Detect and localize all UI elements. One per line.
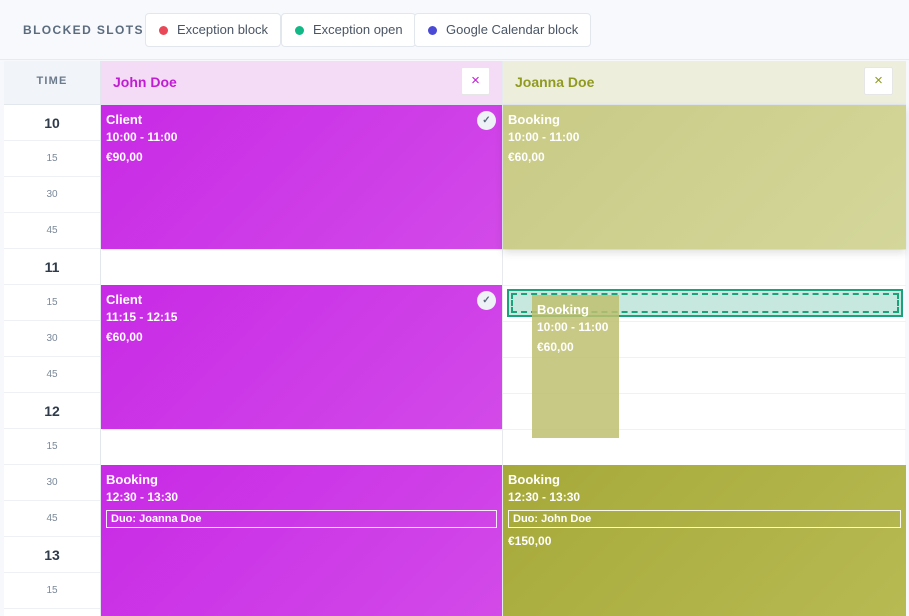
time-slot-label: 15 [4, 429, 100, 465]
time-slot-label: 13 [4, 537, 100, 573]
column-title: Joanna Doe [515, 74, 595, 90]
time-column-header: TIME [4, 61, 100, 105]
time-slot-label: 11 [4, 249, 100, 285]
google-calendar-block-dot-icon [428, 26, 437, 35]
event-price: €60,00 [106, 330, 143, 344]
time-slot-label: 30 [4, 177, 100, 213]
legend-label: Google Calendar block [446, 22, 579, 37]
event-title: Booking [508, 472, 560, 487]
time-slot-label: 12 [4, 393, 100, 429]
event-time-range: 10:00 - 11:00 [106, 130, 178, 144]
grid-line [101, 285, 906, 286]
event-card[interactable]: Booking 12:30 - 13:30 Duo: Joanna Doe [101, 465, 502, 616]
event-title: Booking [508, 112, 560, 127]
time-slot-label: 15 [4, 141, 100, 177]
time-slot-label: 45 [4, 357, 100, 393]
event-time-range: 12:30 - 13:30 [508, 490, 581, 504]
legend-title: BLOCKED SLOTS [23, 23, 144, 37]
event-card[interactable]: Client 11:15 - 12:15 €60,00 ✓ [101, 285, 502, 429]
event-title: Booking [537, 302, 589, 317]
event-price: €90,00 [106, 150, 143, 164]
time-slot-label: 45 [4, 501, 100, 537]
event-price: €60,00 [537, 340, 574, 354]
time-slot-label: 45 [4, 213, 100, 249]
event-duo-tag: Duo: John Doe [508, 510, 901, 528]
column-divider [502, 61, 503, 616]
time-column: TIME 10 15 30 45 11 15 30 45 12 15 30 45… [4, 61, 100, 616]
event-title: Booking [106, 472, 158, 487]
event-title: Client [106, 292, 143, 307]
time-slot-label: 30 [4, 321, 100, 357]
time-slot-label: 15 [4, 285, 100, 321]
event-time-range: 12:30 - 13:30 [106, 490, 179, 504]
event-duo-tag: Duo: Joanna Doe [106, 510, 497, 528]
close-icon: × [471, 72, 480, 89]
event-price: €150,00 [508, 534, 552, 548]
legend-label: Exception block [177, 22, 269, 37]
exception-block-dot-icon [159, 26, 168, 35]
confirmed-check-icon: ✓ [477, 291, 496, 310]
event-price: €60,00 [508, 150, 545, 164]
blocked-slots-legend: BLOCKED SLOTS Exception block Exception … [0, 0, 909, 60]
event-time-range: 11:15 - 12:15 [106, 310, 178, 324]
time-slot-label: 10 [4, 105, 100, 141]
exception-open-dot-icon [295, 26, 304, 35]
event-card[interactable]: Booking 10:00 - 11:00 €60,00 [503, 105, 906, 249]
confirmed-check-icon: ✓ [477, 111, 496, 130]
event-title: Client [106, 112, 143, 127]
legend-item-google-calendar-block: Google Calendar block [414, 13, 592, 47]
event-time-range: 10:00 - 11:00 [508, 130, 580, 144]
close-column-button[interactable]: × [864, 67, 893, 95]
close-icon: × [874, 72, 883, 89]
schedule-grid: John Doe × Joanna Doe × Client [100, 61, 906, 616]
event-time-range: 10:00 - 11:00 [537, 320, 609, 334]
grid-line [101, 357, 906, 358]
grid-line [101, 321, 906, 322]
column-header-john-doe: John Doe × [101, 61, 502, 105]
grid-line [101, 249, 906, 250]
legend-label: Exception open [313, 22, 403, 37]
grid-line [101, 429, 906, 430]
drop-target-dashed-outline [511, 293, 899, 313]
event-card[interactable]: Booking 12:30 - 13:30 Duo: John Doe €150… [503, 465, 906, 616]
column-title: John Doe [113, 74, 177, 90]
time-slot-label: 30 [4, 465, 100, 501]
legend-item-exception-open: Exception open [281, 13, 416, 47]
dragged-event-ghost[interactable]: Booking 10:00 - 11:00 €60,00 [532, 295, 619, 438]
close-column-button[interactable]: × [461, 67, 490, 95]
column-header-joanna-doe: Joanna Doe × [503, 61, 906, 105]
grid-line [101, 393, 906, 394]
legend-item-exception-block: Exception block [145, 13, 282, 47]
event-card[interactable]: Client 10:00 - 11:00 €90,00 ✓ [101, 105, 502, 249]
time-slot-label: 15 [4, 573, 100, 609]
